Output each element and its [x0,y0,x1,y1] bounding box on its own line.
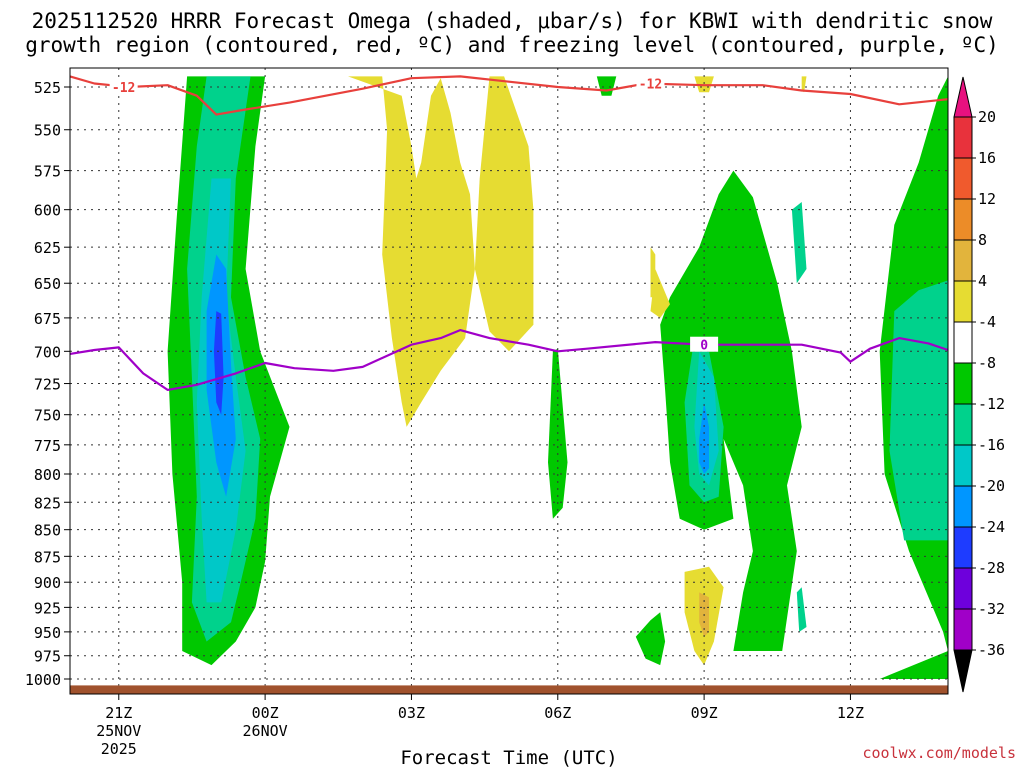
colorbar-segment-7 [953,362,973,405]
y-tick-label-775: 775 [34,437,61,455]
colorbar-lower-arrow [953,649,973,693]
chart-title-line2: growth region (contoured, red, ºC) and f… [25,33,999,57]
colorbar-label-10: -20 [978,477,1005,495]
y-axis: 525 550 575 600 625 650 675 700 725 750 775 800 825 8… [25,79,70,689]
y-tick-label-800: 800 [34,466,61,484]
y-tick-label-950: 950 [34,624,61,642]
omega-region-8 [889,280,948,541]
y-tick-label-825: 825 [34,494,61,512]
colorbar-label-9: -16 [978,436,1005,454]
colorbar-label-6: -4 [978,313,996,331]
x-tick-label-09Z: 09Z [691,704,718,722]
y-tick-label-1000: 1000 [25,671,61,689]
colorbar-segment-6 [953,321,973,364]
contour-label-minus12-left: -12 [112,81,135,96]
omega-region-16 [213,311,224,415]
colorbar-segment-8 [953,403,973,446]
contour-label-minus12-right: -12 [639,77,662,92]
x-tick-label-12Z: 12Z [837,704,864,722]
colorbar-label-7: -8 [978,354,996,372]
plot-area: -12 -12 0 [69,67,949,695]
colorbar-label-5: 4 [978,272,987,290]
x-tick-label-00Z: 00Z [252,704,279,722]
colorbar-label-12: -28 [978,559,1005,577]
y-tick-label-550: 550 [34,122,61,140]
credit-text: coolwx.com/models [862,744,1016,762]
omega-region-18 [474,76,534,352]
y-tick-label-600: 600 [34,202,61,220]
y-tick-label-725: 725 [34,376,61,394]
omega-region-11 [796,587,807,632]
y-tick-label-975: 975 [34,648,61,666]
contours: -12 -12 0 [69,75,949,391]
x-tick-date-21Z: 25NOV [96,722,141,740]
y-tick-label-675: 675 [34,310,61,328]
colorbar-label-2: 16 [978,149,996,167]
colorbar-segment-12 [953,567,973,610]
y-tick-label-700: 700 [34,343,61,361]
chart-title-line1: 2025112520 HRRR Forecast Omega (shaded, … [32,9,993,33]
colorbar-label-1: 20 [978,108,996,126]
y-tick-label-625: 625 [34,239,61,257]
colorbar-segment-5 [953,280,973,323]
contour-label-zero-bg [690,336,719,352]
colorbar-segment-9 [953,444,973,487]
omega-region-19 [650,269,670,318]
y-tick-label-850: 850 [34,522,61,540]
contour-line-2 [69,329,949,391]
colorbar-segment-11 [953,526,973,569]
contour-line-1 [69,75,949,116]
colorbar-label-11: -24 [978,518,1005,536]
y-tick-label-925: 925 [34,599,61,617]
colorbar-segment-2 [953,157,973,200]
colorbar-label-3: 12 [978,190,996,208]
contour-label-minus12-left-bg [109,79,138,94]
colorbar-label-13: -32 [978,600,1005,618]
colorbar: 20 16 12 8 4 -4 -8 -12 -16 -20 -24 -28 -32 -36 [953,76,1005,693]
omega-region-15 [699,402,709,474]
x-axis-title: Forecast Time (UTC) [400,747,617,768]
y-tick-label-750: 750 [34,407,61,425]
y-tick-label-575: 575 [34,163,61,181]
x-tick-year-21Z: 2025 [101,740,137,758]
colorbar-upper-arrow [953,76,973,118]
colorbar-segment-3 [953,198,973,241]
colorbar-label-8: -12 [978,395,1005,413]
contour-label-minus12-right-bg [636,75,665,91]
x-tick-label-03Z: 03Z [398,704,425,722]
omega-region-3 [660,170,802,651]
x-tick-label-06Z: 06Z [544,704,571,722]
colorbar-label-14: -36 [978,641,1005,659]
omega-region-20 [650,247,656,298]
ground-terrain [70,685,948,694]
colorbar-label-4: 8 [978,231,987,249]
y-tick-label-525: 525 [34,79,61,97]
y-tick-label-875: 875 [34,548,61,566]
y-tick-label-650: 650 [34,275,61,293]
plot-frame [69,67,949,695]
omega-region-10 [791,202,807,284]
colorbar-segment-13 [953,608,973,651]
colorbar-segment-1 [953,116,973,159]
colorbar-segment-10 [953,485,973,528]
omega-region-5 [635,612,666,666]
colorbar-segment-4 [953,239,973,282]
contour-label-zero: 0 [700,339,708,354]
omega-region-23 [801,76,807,93]
x-tick-label-21Z: 21Z [105,704,132,722]
x-tick-date-00Z: 26NOV [243,722,288,740]
y-tick-label-900: 900 [34,574,61,592]
